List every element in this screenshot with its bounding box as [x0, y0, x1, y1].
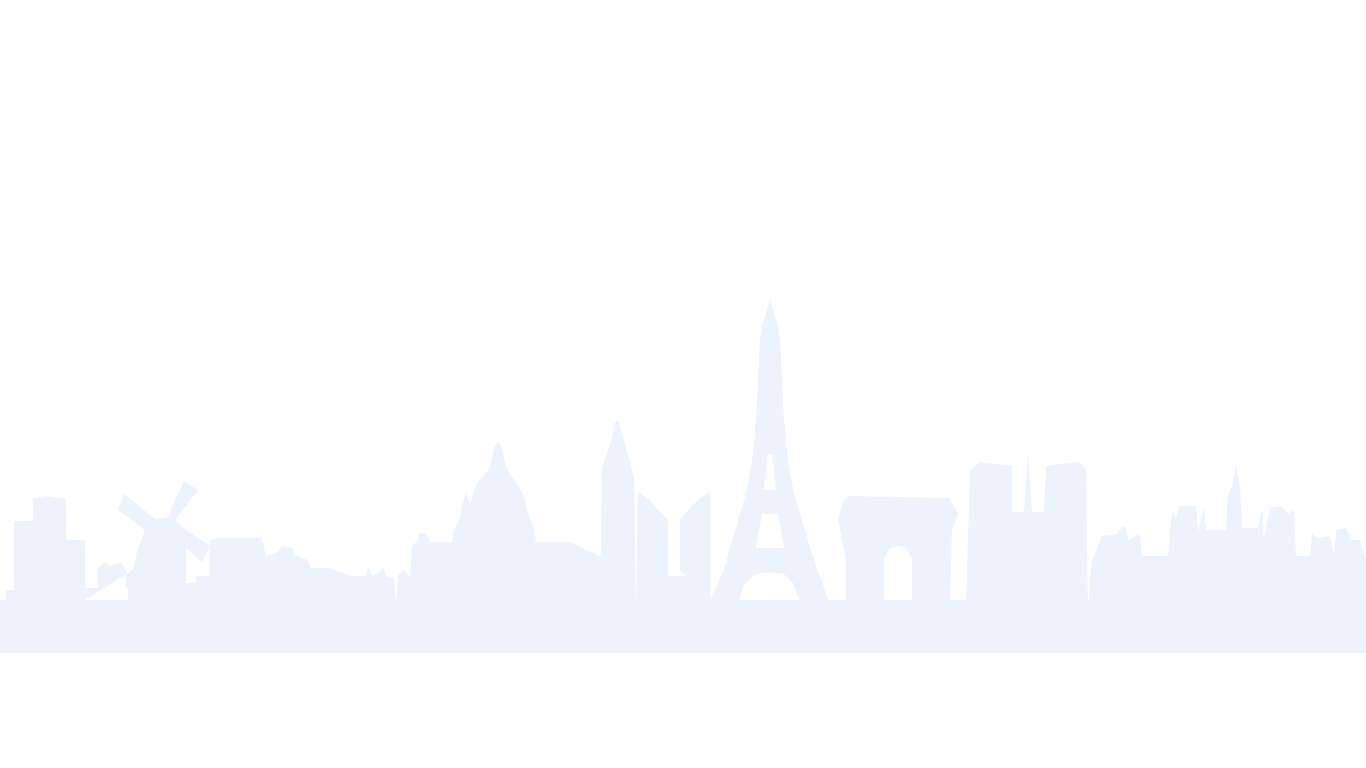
windmill-icon: [118, 481, 396, 605]
cathedral-icon: [966, 452, 1088, 605]
eiffel-tower-icon: [708, 300, 830, 605]
skyline-group: [0, 300, 1366, 653]
tower-icon: [600, 420, 636, 605]
modern-buildings: [636, 492, 710, 605]
left-buildings: [0, 496, 140, 653]
gothic-spires-icon: [1088, 464, 1366, 653]
dome-icon: [396, 442, 604, 605]
triumphal-arch-icon: [838, 496, 958, 605]
